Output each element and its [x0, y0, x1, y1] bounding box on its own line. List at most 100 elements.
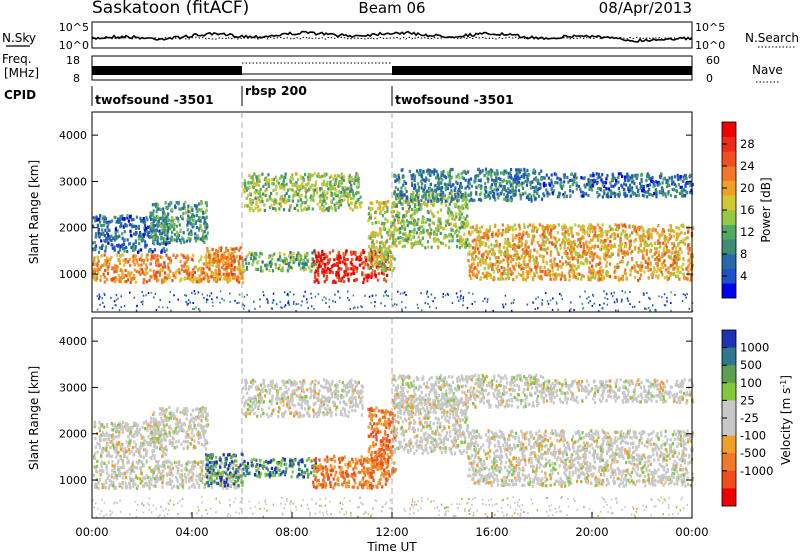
echo-cell — [295, 257, 298, 261]
echo-cell — [637, 246, 640, 250]
echo-cell — [468, 245, 471, 249]
echo-cell — [174, 275, 177, 279]
echo-cell — [492, 178, 495, 183]
echo-cell — [667, 182, 670, 186]
echo-cell — [612, 175, 615, 179]
echo-cell — [549, 231, 552, 235]
freq-bars — [92, 62, 692, 75]
echo-cell — [290, 253, 293, 258]
echo-cell — [508, 242, 512, 246]
echo-cell — [177, 233, 180, 237]
echo-cell — [620, 183, 623, 187]
echo-cell — [577, 264, 580, 268]
echo-cell — [282, 177, 285, 181]
echo-cell — [633, 265, 636, 269]
echo-cell — [168, 240, 171, 245]
echo-cell — [332, 177, 335, 181]
echo-cell — [215, 258, 218, 262]
echo-cell — [506, 224, 509, 228]
echo-cell — [646, 175, 649, 179]
echo-cell — [130, 218, 133, 222]
echo-cell — [619, 260, 622, 264]
echo-cell — [474, 248, 477, 252]
echo-cell — [653, 252, 656, 256]
echo-cell — [121, 243, 124, 247]
echo-cell — [440, 173, 443, 177]
echo-cell — [425, 176, 428, 180]
echo-cell — [97, 227, 100, 231]
echo-cell — [155, 214, 158, 219]
echo-cell — [304, 188, 307, 192]
echo-cell — [269, 264, 272, 268]
echo-cell — [244, 258, 247, 262]
echo-cell — [512, 257, 515, 262]
echo-cell — [134, 230, 137, 235]
echo-cell — [674, 246, 677, 250]
echo-cell — [142, 238, 145, 242]
echo-cell — [492, 276, 496, 280]
echo-cell — [459, 205, 462, 210]
echo-cell — [127, 278, 130, 282]
echo-cell — [617, 278, 620, 282]
echo-cell — [507, 225, 511, 229]
echo-cell — [594, 244, 597, 248]
echo-cell — [175, 239, 178, 243]
echo-cell — [317, 255, 320, 259]
echo-cell — [247, 193, 250, 197]
echo-cell — [213, 278, 216, 282]
echo-cell — [504, 188, 507, 192]
echo-cell — [585, 183, 589, 187]
echo-cell — [543, 247, 546, 251]
echo-cell — [156, 254, 159, 258]
echo-cell — [133, 268, 136, 272]
echo-cell — [640, 180, 643, 184]
echo-cell — [411, 216, 414, 221]
echo-cell — [126, 238, 129, 242]
echo-cell — [444, 223, 448, 227]
echo-cell — [582, 236, 585, 240]
echo-cell — [535, 229, 539, 233]
echo-cell — [671, 247, 674, 251]
echo-cell — [487, 193, 490, 197]
echo-cell — [484, 241, 488, 246]
echo-cell — [379, 209, 383, 213]
echo-cell — [293, 258, 296, 262]
echo-cell — [297, 177, 300, 182]
echo-cell — [319, 193, 322, 197]
echo-cell — [628, 225, 631, 229]
echo-cell — [575, 183, 578, 187]
echo-cell — [164, 233, 167, 237]
echo-cell — [288, 208, 291, 212]
echo-cell — [442, 191, 445, 195]
echo-cell — [441, 194, 444, 198]
echo-cell — [682, 272, 685, 276]
echo-cell — [677, 265, 680, 269]
echo-cell — [433, 188, 436, 192]
echo-cell — [555, 262, 559, 267]
echo-cell — [441, 178, 444, 182]
echo-cell — [264, 182, 267, 186]
echo-cell — [183, 207, 187, 211]
echo-cell — [592, 236, 595, 240]
echo-cell — [536, 250, 539, 254]
echo-cell — [178, 223, 181, 227]
echo-cell — [329, 183, 332, 187]
echo-cell — [118, 234, 121, 238]
echo-cell — [596, 190, 599, 195]
echo-cell — [404, 227, 407, 231]
echo-cell — [456, 239, 459, 243]
echo-cell — [399, 190, 402, 194]
echo-cell — [677, 253, 680, 257]
echo-cell — [115, 235, 118, 239]
echo-cell — [677, 226, 681, 230]
echo-cell — [605, 274, 608, 278]
echo-cell — [299, 195, 302, 199]
echo-cell — [153, 231, 156, 235]
echo-cell — [541, 255, 544, 259]
echo-cell — [495, 256, 498, 260]
echo-cell — [191, 275, 194, 279]
echo-cell — [191, 215, 194, 219]
echo-cell — [576, 272, 579, 276]
echo-cell — [641, 256, 644, 260]
echo-cell — [521, 192, 525, 196]
